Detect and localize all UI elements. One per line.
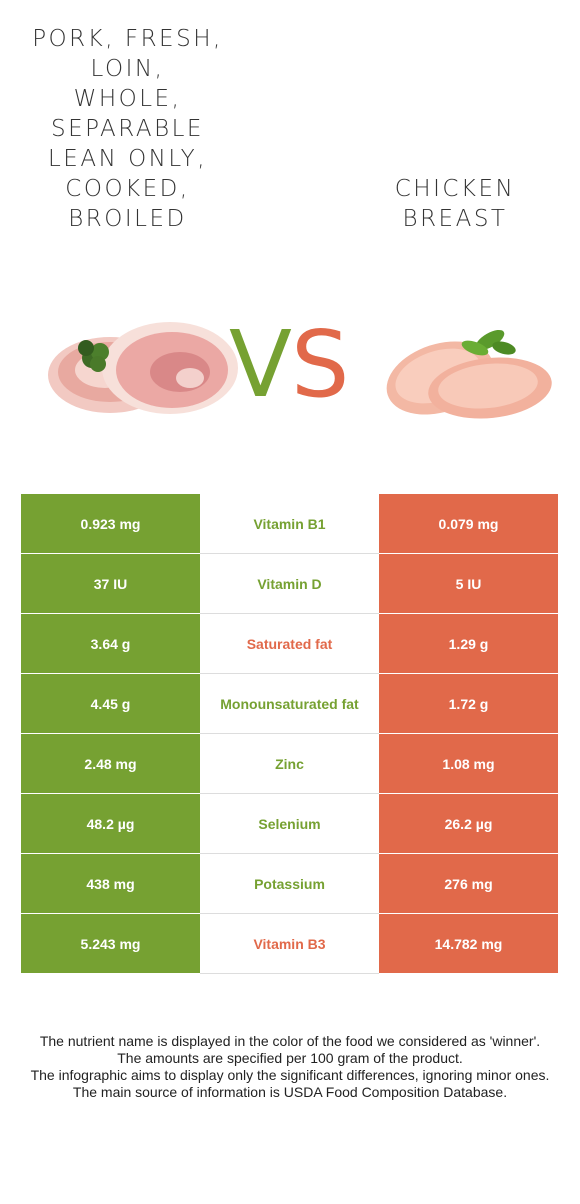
table-row: 2.48 mg Zinc 1.08 mg [21,734,558,794]
right-title-line: breast [402,206,508,232]
left-value: 5.243 mg [21,914,200,973]
table-row: 3.64 g Saturated fat 1.29 g [21,614,558,674]
left-title-line: cooked, [65,176,190,202]
table-row: 0.923 mg Vitamin B1 0.079 mg [21,494,558,554]
left-value: 37 IU [21,554,200,613]
vs-logo: V S [229,318,349,408]
left-value: 438 mg [21,854,200,913]
nutrient-name: Zinc [200,734,379,794]
vs-letter-s: S [291,318,349,408]
right-title-line: Chicken [394,176,516,202]
table-row: 438 mg Potassium 276 mg [21,854,558,914]
footer-line: The infographic aims to display only the… [30,1067,550,1083]
right-value: 1.72 g [379,674,558,733]
right-value: 26.2 µg [379,794,558,853]
left-title-line: lean only, [47,146,208,172]
vs-letter-v: V [229,318,292,408]
right-value: 5 IU [379,554,558,613]
left-title-line: Pork, fresh, [32,26,223,52]
nutrient-name: Potassium [200,854,379,914]
right-value: 276 mg [379,854,558,913]
left-value: 48.2 µg [21,794,200,853]
left-title-line: loin, [90,56,165,82]
left-value: 4.45 g [21,674,200,733]
nutrient-name: Monounsaturated fat [200,674,379,734]
right-value: 1.08 mg [379,734,558,793]
nutrient-name: Selenium [200,794,379,854]
comparison-table: 0.923 mg Vitamin B1 0.079 mg 37 IU Vitamin D… [21,494,558,974]
table-row: 48.2 µg Selenium 26.2 µg [21,794,558,854]
footer-line: The main source of information is USDA F… [72,1084,508,1100]
left-title-line: broiled [68,206,187,232]
left-value: 2.48 mg [21,734,200,793]
chicken-image [386,329,552,419]
left-title-line: whole, [73,86,182,112]
footer-line: The nutrient name is displayed in the co… [39,1033,541,1049]
nutrient-name: Vitamin B3 [200,914,379,974]
left-food-title: Pork, fresh, loin, whole, separable lean… [20,24,235,234]
left-value: 3.64 g [21,614,200,673]
right-food-title: Chicken breast [360,174,550,234]
left-title-line: separable [51,116,204,142]
footer-line: The amounts are specified per 100 gram o… [117,1050,463,1066]
pork-image [48,322,238,414]
nutrient-name: Saturated fat [200,614,379,674]
table-row: 5.243 mg Vitamin B3 14.782 mg [21,914,558,974]
nutrient-name: Vitamin D [200,554,379,614]
table-row: 4.45 g Monounsaturated fat 1.72 g [21,674,558,734]
left-value: 0.923 mg [21,494,200,553]
nutrient-name: Vitamin B1 [200,494,379,554]
footer-notes: The nutrient name is displayed in the co… [20,1033,560,1101]
right-value: 1.29 g [379,614,558,673]
right-value: 14.782 mg [379,914,558,973]
right-value: 0.079 mg [379,494,558,553]
